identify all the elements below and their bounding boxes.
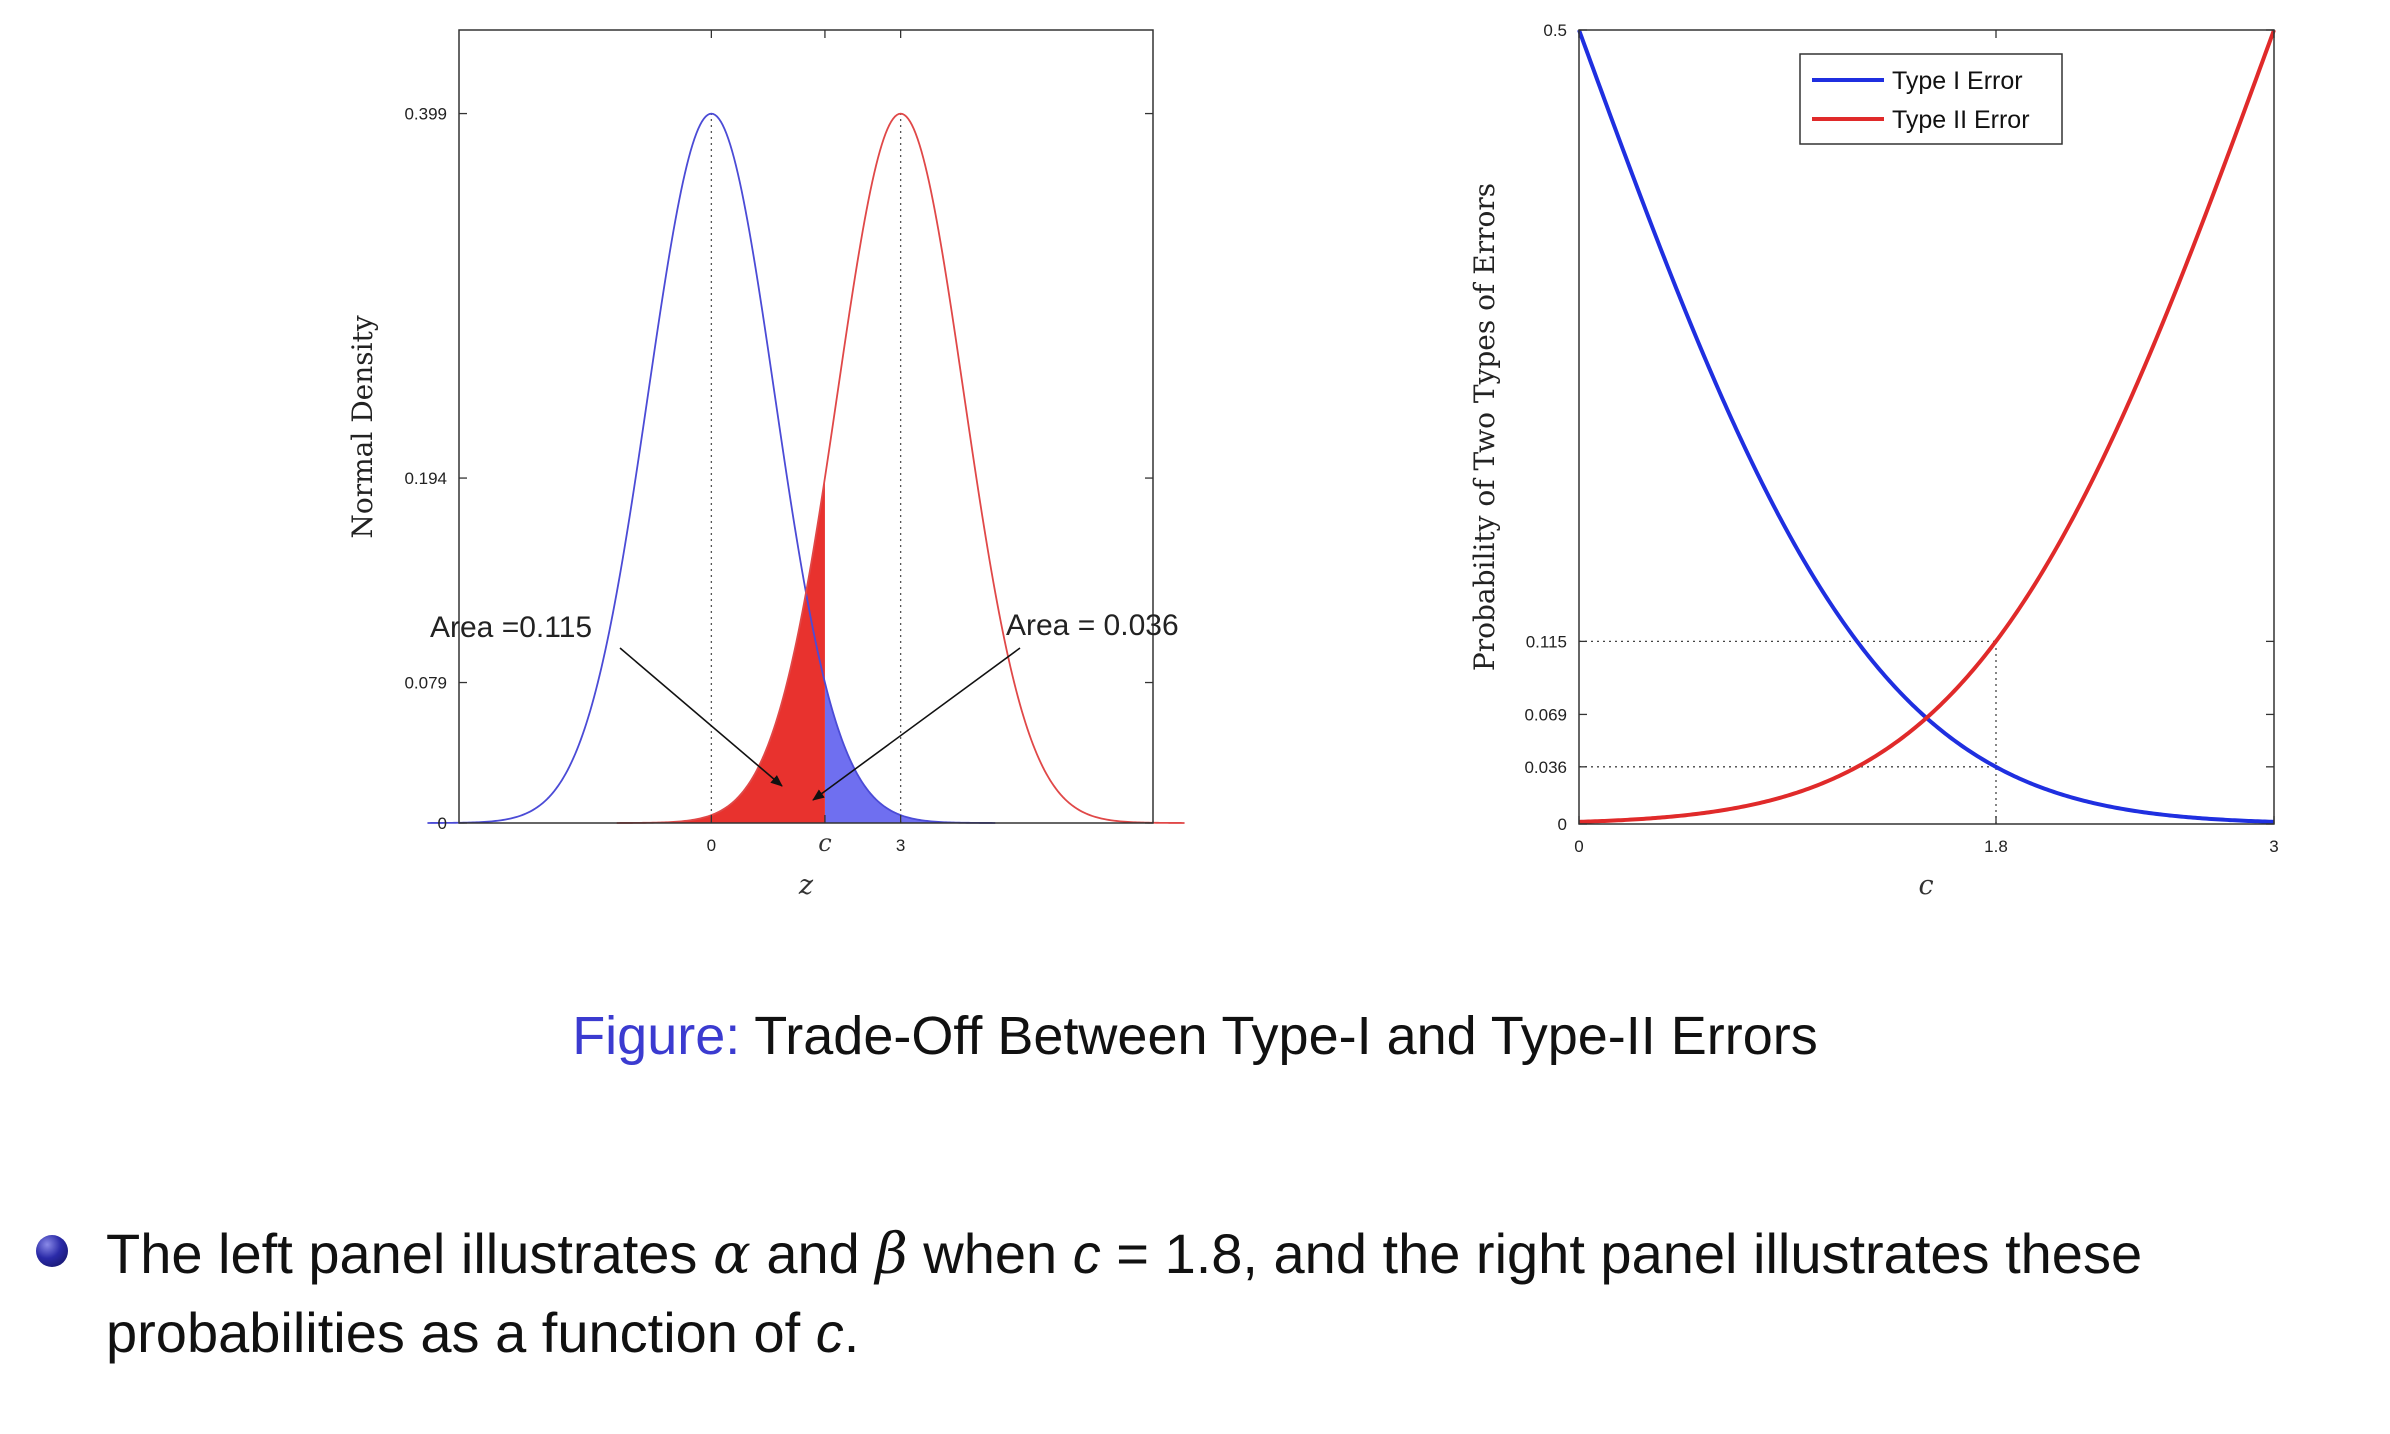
right-x-tick-label-1: 1.8 <box>1984 837 2008 856</box>
left-x-tick-label-0: 0 <box>707 836 716 855</box>
right-x-tick-label-0: 0 <box>1574 837 1583 856</box>
right-x-axis-label: c <box>1918 870 1933 901</box>
left-panel: 0 c 3 0 0.079 0.194 0.399 z Normal Density Are… <box>346 29 1185 901</box>
left-plot-frame <box>458 29 1154 824</box>
c-symbol-1: c <box>1072 1222 1101 1285</box>
right-plot-frame <box>1578 29 2275 825</box>
bullet-part-5: . <box>843 1301 860 1364</box>
bullet-part-3: when <box>907 1222 1073 1285</box>
bullet-icon <box>36 1235 68 1267</box>
area-annotation-1: Area = 0.036 <box>1006 609 1179 642</box>
legend: Type I Error Type II Error <box>1799 53 2063 145</box>
bullet-part-4: = 1.8, and the right panel illustrates t… <box>106 1222 2143 1364</box>
caption-label: Figure: <box>572 1006 741 1066</box>
right-y-axis-label: Probability of Two Types of Errors <box>1468 183 1501 671</box>
legend-label-0: Type I Error <box>1892 67 2023 95</box>
left-y-tick-label-3: 0.399 <box>404 105 447 124</box>
left-y-tick-label-1: 0.079 <box>404 674 447 693</box>
bullet-part-2: and <box>750 1222 876 1285</box>
right-y-tick-label-2: 0.069 <box>1524 705 1567 724</box>
bullet-text: The left panel illustrates α and β when … <box>106 1215 2376 1372</box>
right-panel: 0 1.8 3 0 0.036 0.069 0.115 0.5 c Probability o… <box>1468 21 2279 901</box>
right-y-tick-label-1: 0.036 <box>1524 758 1567 777</box>
left-tail-area-1 <box>616 477 825 823</box>
left-y-tick-label-2: 0.194 <box>404 469 447 488</box>
legend-label-1: Type II Error <box>1892 106 2030 134</box>
right-y-tick-label-3: 0.115 <box>1526 632 1567 651</box>
beta-symbol: β <box>875 1222 908 1287</box>
left-y-tick-label-0: 0 <box>438 814 447 833</box>
figure: 0 c 3 0 0.079 0.194 0.399 z Normal Density Are… <box>346 21 2279 901</box>
figure-caption: Figure: Trade-Off Between Type-I and Typ… <box>0 1005 2390 1067</box>
c-symbol-2: c <box>815 1301 844 1364</box>
alpha-symbol: α <box>712 1222 751 1287</box>
left-tail-area-0 <box>824 682 996 823</box>
right-y-tick-label-4: 0.5 <box>1543 21 1567 40</box>
annotation-arrow-1 <box>812 647 1021 801</box>
left-x-axis-label: z <box>798 870 814 901</box>
right-x-tick-label-2: 3 <box>2269 837 2278 856</box>
caption-text: Trade-Off Between Type-I and Type-II Err… <box>740 1006 1818 1066</box>
left-x-tick-label-1: c <box>818 829 831 857</box>
left-x-tick-label-2: 3 <box>896 836 905 855</box>
area-annotation-0: Area =0.115 <box>430 611 592 644</box>
annotation-arrow-0 <box>619 647 783 787</box>
left-y-axis-label: Normal Density <box>346 315 379 538</box>
error-curve-0 <box>1577 29 2275 824</box>
right-y-tick-label-0: 0 <box>1558 815 1567 834</box>
bullet-part-1: The left panel illustrates <box>106 1222 713 1285</box>
legend-box <box>1799 53 2063 145</box>
error-curve-1 <box>1578 29 2276 824</box>
